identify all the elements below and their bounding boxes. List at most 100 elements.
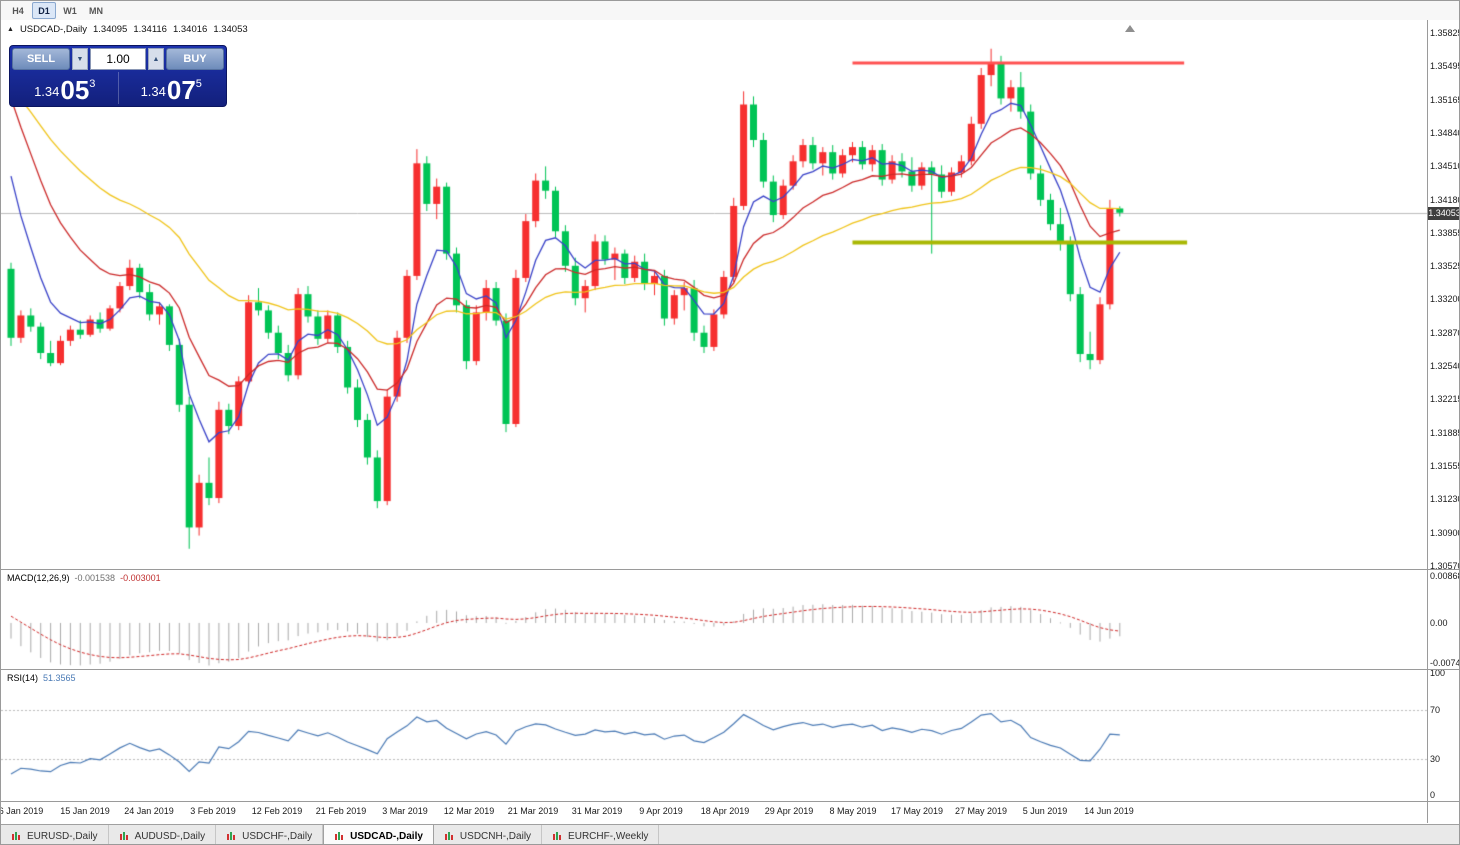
- timeframe-toolbar: H4 D1 W1 MN: [1, 1, 1459, 21]
- volume-decrease-icon[interactable]: ▼: [72, 48, 88, 70]
- tab-audusd-daily[interactable]: AUDUSD-,Daily: [108, 825, 217, 844]
- buy-button[interactable]: BUY: [166, 48, 224, 70]
- quote-low: 1.34016: [172, 24, 208, 35]
- sell-price[interactable]: 1.34 05 3: [12, 72, 118, 104]
- buy-price-prefix: 1.34: [140, 84, 166, 99]
- rsi-label: RSI(14) 51.3565: [7, 673, 76, 683]
- chart-shift-marker-icon[interactable]: [1125, 25, 1135, 32]
- tab-usdcad-daily[interactable]: USDCAD-,Daily: [323, 825, 434, 844]
- date-axis-label: 21 Feb 2019: [315, 806, 367, 816]
- date-axis-label: 24 Jan 2019: [124, 806, 174, 816]
- rsi-scale-label: 30: [1430, 754, 1441, 765]
- rsi-scale-label: 70: [1430, 704, 1441, 715]
- buy-price-big: 07: [166, 75, 196, 105]
- date-axis-label: 21 Mar 2019: [507, 806, 559, 816]
- price-scale-label: 1.31885: [1430, 427, 1460, 438]
- tab-label: EURCHF-,Weekly: [568, 830, 649, 842]
- trade-panel-controls: SELL ▼ ▲ BUY: [12, 48, 224, 70]
- timeframe-button-h4[interactable]: H4: [12, 5, 24, 16]
- rsi-value: 51.3565: [43, 673, 76, 683]
- date-axis-label: 17 May 2019: [890, 806, 944, 816]
- date-axis-label: 12 Feb 2019: [251, 806, 303, 816]
- sell-price-sup: 3: [89, 78, 96, 90]
- price-scale-separator: [1427, 20, 1428, 823]
- macd-scale-label: 0.00: [1430, 617, 1448, 628]
- price-scale-label: 1.35825: [1430, 28, 1460, 38]
- tab-label: USDCNH-,Daily: [459, 830, 532, 842]
- chart-quote-header: ▲ USDCAD-,Daily 1.34095 1.34116 1.34016 …: [7, 24, 248, 35]
- date-axis-label: 8 May 2019: [829, 806, 877, 816]
- panel-separator[interactable]: [1, 669, 1459, 670]
- symbol-title: USDCAD-,Daily: [19, 24, 87, 35]
- macd-scale-label: -0.007404: [1430, 658, 1459, 668]
- price-scale-label: 1.30570: [1430, 560, 1460, 571]
- timeframe-button-d1[interactable]: D1: [32, 2, 56, 19]
- tab-label: USDCAD-,Daily: [350, 830, 423, 842]
- current-price-badge: 1.34053: [1428, 206, 1460, 220]
- quote-close: 1.34053: [213, 24, 248, 35]
- volume-increase-icon[interactable]: ▲: [148, 48, 164, 70]
- price-scale-label: 1.35495: [1430, 61, 1460, 72]
- tab-label: AUDUSD-,Daily: [134, 830, 206, 842]
- price-scale[interactable]: 1.35825 1.35495 1.35165 1.34840 1.34510 1.341…: [1428, 20, 1460, 823]
- price-scale-label: 1.35165: [1430, 94, 1460, 105]
- tab-chart-icon: [444, 831, 453, 840]
- expander-icon[interactable]: ▲: [7, 26, 14, 33]
- time-axis[interactable]: 6 Jan 2019 15 Jan 2019 24 Jan 2019 3 Feb 20…: [1, 802, 1428, 823]
- tab-usdchf-daily[interactable]: USDCHF-,Daily: [216, 825, 324, 844]
- chart-tabs-bar: EURUSD-,Daily AUDUSD-,Daily USDCHF-,Dail…: [1, 824, 1459, 844]
- date-axis-label: 5 Jun 2019: [1022, 806, 1068, 816]
- price-scale-label: 1.32870: [1430, 327, 1460, 338]
- price-scale-label: 1.30900: [1430, 527, 1460, 538]
- date-axis-label: 12 Mar 2019: [443, 806, 495, 816]
- price-scale-label: 1.32540: [1430, 361, 1460, 372]
- tab-chart-icon: [119, 831, 128, 840]
- price-scale-label: 1.33855: [1430, 227, 1460, 238]
- date-axis-label: 29 Apr 2019: [764, 806, 814, 816]
- tab-label: USDCHF-,Daily: [242, 830, 313, 842]
- price-scale-label: 1.34510: [1430, 161, 1460, 172]
- rsi-scale-label: 0: [1430, 790, 1436, 800]
- macd-signal-value: -0.003001: [120, 573, 161, 583]
- candlestick-chart-canvas[interactable]: [1, 20, 1428, 569]
- trade-panel-prices: 1.34 05 3 1.34 07 5: [12, 72, 224, 104]
- tab-eurusd-daily[interactable]: EURUSD-,Daily: [1, 825, 109, 844]
- price-scale-label: 1.31555: [1430, 461, 1460, 472]
- date-axis-label: 3 Mar 2019: [382, 806, 428, 816]
- date-axis-label: 18 Apr 2019: [700, 806, 750, 816]
- date-axis-label: 31 Mar 2019: [571, 806, 623, 816]
- timeframe-button-w1[interactable]: W1: [63, 5, 77, 16]
- tab-chart-icon: [12, 831, 20, 840]
- date-axis-label: 6 Jan 2019: [0, 806, 44, 816]
- rsi-name: RSI(14): [7, 673, 39, 683]
- tab-chart-icon: [553, 831, 562, 840]
- sell-price-prefix: 1.34: [34, 84, 60, 99]
- date-axis-label: 15 Jan 2019: [60, 806, 110, 816]
- price-scale-label: 1.31230: [1430, 494, 1460, 505]
- date-axis-label: 3 Feb 2019: [190, 806, 236, 816]
- rsi-indicator-canvas[interactable]: [1, 670, 1428, 801]
- volume-input[interactable]: [90, 48, 146, 70]
- rsi-scale-label: 100: [1430, 668, 1446, 678]
- tab-chart-icon: [335, 831, 344, 840]
- buy-price[interactable]: 1.34 07 5: [117, 72, 225, 105]
- price-scale-label: 1.33525: [1430, 261, 1460, 272]
- panel-separator[interactable]: [1, 569, 1459, 570]
- tab-usdcnh-daily[interactable]: USDCNH-,Daily: [433, 825, 543, 844]
- buy-price-sup: 5: [195, 78, 202, 90]
- panel-separator: [1, 801, 1459, 802]
- macd-indicator-canvas[interactable]: [1, 570, 1428, 669]
- date-axis-label: 9 Apr 2019: [639, 806, 683, 816]
- macd-label: MACD(12,26,9) -0.001538 -0.003001: [7, 573, 161, 583]
- sell-price-big: 05: [60, 75, 90, 105]
- price-scale-label: 1.34180: [1430, 194, 1460, 205]
- sell-button[interactable]: SELL: [12, 48, 70, 70]
- tab-eurchf-weekly[interactable]: EURCHF-,Weekly: [542, 825, 660, 844]
- one-click-trading-panel: SELL ▼ ▲ BUY 1.34 05 3 1.34 07 5: [9, 45, 227, 107]
- price-scale-label: 1.32215: [1430, 394, 1460, 405]
- timeframe-button-mn[interactable]: MN: [89, 5, 103, 16]
- date-axis-label: 27 May 2019: [954, 806, 1008, 816]
- quote-open: 1.34095: [92, 24, 128, 35]
- date-axis-label: 14 Jun 2019: [1084, 806, 1134, 816]
